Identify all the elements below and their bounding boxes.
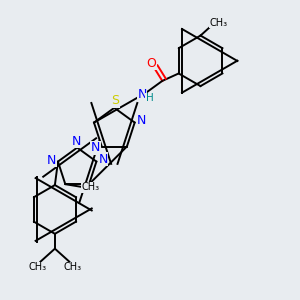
Text: N: N: [137, 88, 147, 101]
Text: N: N: [47, 154, 56, 166]
Text: CH₃: CH₃: [63, 262, 81, 272]
Text: O: O: [147, 57, 157, 70]
Text: H: H: [146, 93, 154, 103]
Text: N: N: [98, 153, 108, 166]
Text: N: N: [136, 114, 146, 127]
Text: CH₃: CH₃: [210, 18, 228, 28]
Text: N: N: [71, 135, 81, 148]
Text: S: S: [111, 94, 119, 107]
Text: N: N: [91, 142, 100, 154]
Text: CH₃: CH₃: [82, 182, 100, 192]
Text: CH₃: CH₃: [28, 262, 47, 272]
